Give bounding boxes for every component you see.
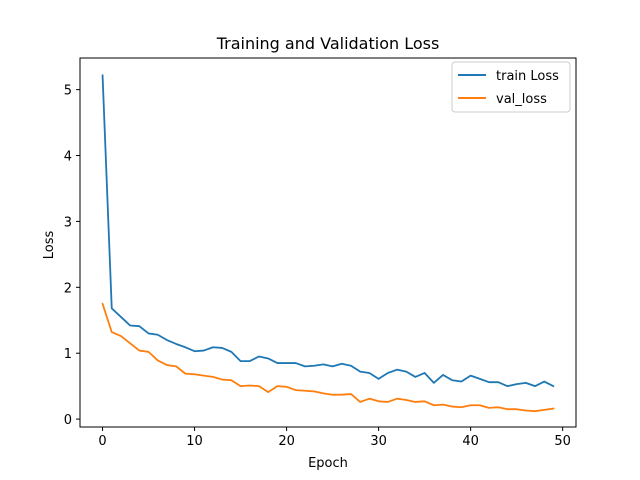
y-tick-label: 5 — [64, 84, 72, 99]
y-tick-label: 2 — [64, 281, 72, 296]
legend-label-train-loss: train Loss — [496, 69, 559, 84]
series-lines — [101, 74, 555, 413]
x-tick-label: 40 — [462, 434, 479, 449]
y-tick-label: 4 — [64, 150, 72, 165]
x-tick-label: 10 — [186, 434, 203, 449]
y-tick-label: 0 — [64, 413, 72, 428]
x-axis-ticks: 0 10 20 30 40 50 — [98, 427, 571, 449]
x-axis-label: Epoch — [308, 456, 348, 471]
plot-area-frame — [79, 57, 577, 428]
legend-label-val-loss: val_loss — [496, 92, 547, 107]
series-line-train-loss — [101, 74, 555, 388]
x-tick-label: 50 — [554, 434, 571, 449]
y-axis-ticks: 0 1 2 3 4 5 — [64, 84, 80, 428]
x-tick-label: 30 — [370, 434, 387, 449]
chart-title: Training and Validation Loss — [216, 34, 440, 53]
y-tick-label: 1 — [64, 347, 72, 362]
series-line-val-loss — [101, 302, 555, 413]
x-tick-label: 20 — [278, 434, 295, 449]
y-axis-label: Loss — [42, 231, 57, 260]
y-tick-label: 3 — [64, 215, 72, 230]
legend: train Loss val_loss — [451, 61, 571, 113]
x-tick-label: 0 — [98, 434, 106, 449]
